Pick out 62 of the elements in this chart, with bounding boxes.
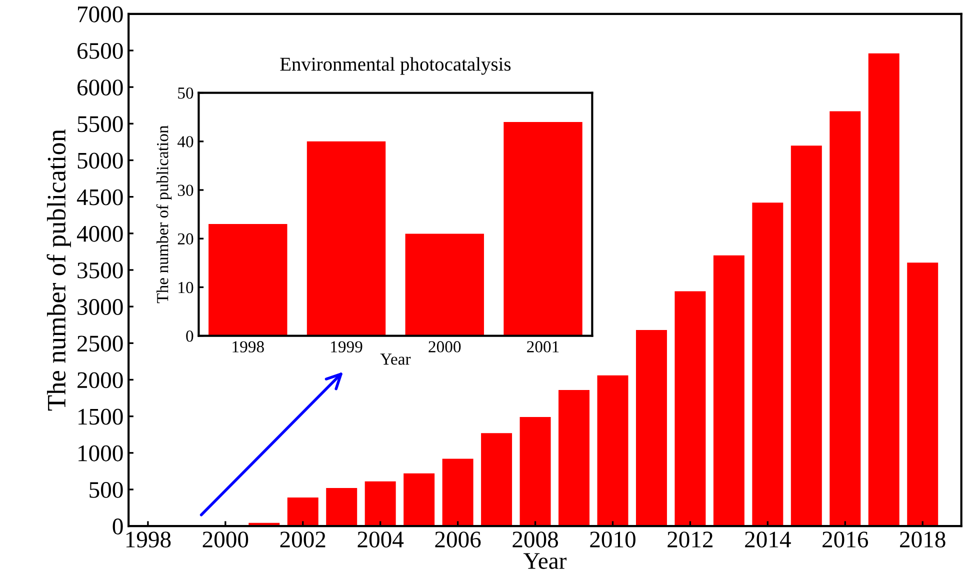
y-axis-title: The number of publication xyxy=(156,125,172,304)
x-tick-label: 2016 xyxy=(822,532,868,548)
y-axis-title: The number of publication xyxy=(46,129,71,411)
y-tick-label: 3500 xyxy=(78,262,123,278)
bar xyxy=(713,255,744,526)
y-tick-label: 1000 xyxy=(78,445,123,462)
x-tick-label: 2014 xyxy=(745,532,791,548)
bar xyxy=(868,53,900,526)
bar xyxy=(326,488,358,526)
y-tick-label: 7000 xyxy=(78,6,123,22)
chart-title: Environmental photocatalysis xyxy=(280,57,511,75)
y-tick-label: 10 xyxy=(178,282,194,294)
bar xyxy=(481,433,512,526)
x-axis-title: Year xyxy=(380,354,411,365)
x-tick-label: 2018 xyxy=(900,532,946,548)
bar xyxy=(752,202,784,526)
bar xyxy=(287,498,318,526)
y-tick-label: 500 xyxy=(90,482,123,498)
y-tick-label: 30 xyxy=(178,184,194,196)
x-tick-label: 2000 xyxy=(428,341,461,352)
bar xyxy=(364,481,396,526)
y-tick-label: 50 xyxy=(178,88,194,99)
x-tick-label: 1998 xyxy=(126,532,171,548)
y-tick-label: 1500 xyxy=(78,408,123,425)
x-tick-label: 2001 xyxy=(527,341,559,352)
y-tick-label: 4500 xyxy=(76,189,123,206)
bar xyxy=(597,375,628,526)
x-tick-label: 1999 xyxy=(331,341,362,352)
bar xyxy=(674,291,706,526)
bar xyxy=(907,262,938,526)
y-tick-label: 5000 xyxy=(78,152,123,169)
x-tick-label: 2008 xyxy=(512,532,558,548)
x-axis-title: Year xyxy=(523,553,566,569)
bar xyxy=(442,458,474,526)
x-tick-label: 2000 xyxy=(202,532,248,548)
y-tick-label: 6500 xyxy=(78,42,123,59)
y-tick-label: 20 xyxy=(178,233,194,245)
bar xyxy=(520,417,551,526)
y-tick-label: 2000 xyxy=(78,372,123,388)
bar xyxy=(504,122,582,336)
x-tick-label: 2006 xyxy=(435,532,481,548)
y-tick-label: 6000 xyxy=(78,80,123,96)
bar xyxy=(405,234,484,336)
bar xyxy=(830,111,861,526)
x-tick-label: 1998 xyxy=(232,341,264,352)
bar xyxy=(404,473,435,526)
x-tick-label: 2012 xyxy=(668,532,713,548)
y-tick-label: 3000 xyxy=(78,299,123,315)
bar xyxy=(636,330,667,526)
y-tick-label: 5500 xyxy=(78,116,123,132)
bar xyxy=(306,141,386,336)
y-tick-label: 0 xyxy=(112,518,123,534)
bar xyxy=(208,224,288,336)
y-tick-label: 4000 xyxy=(76,226,123,242)
y-tick-label: 0 xyxy=(186,330,194,342)
y-tick-label: 2500 xyxy=(78,336,123,352)
bar xyxy=(790,146,822,526)
y-tick-label: 40 xyxy=(177,136,194,148)
x-tick-label: 2004 xyxy=(358,532,404,548)
x-tick-label: 2002 xyxy=(280,532,326,548)
bar xyxy=(558,390,590,526)
x-tick-label: 2010 xyxy=(590,532,636,548)
